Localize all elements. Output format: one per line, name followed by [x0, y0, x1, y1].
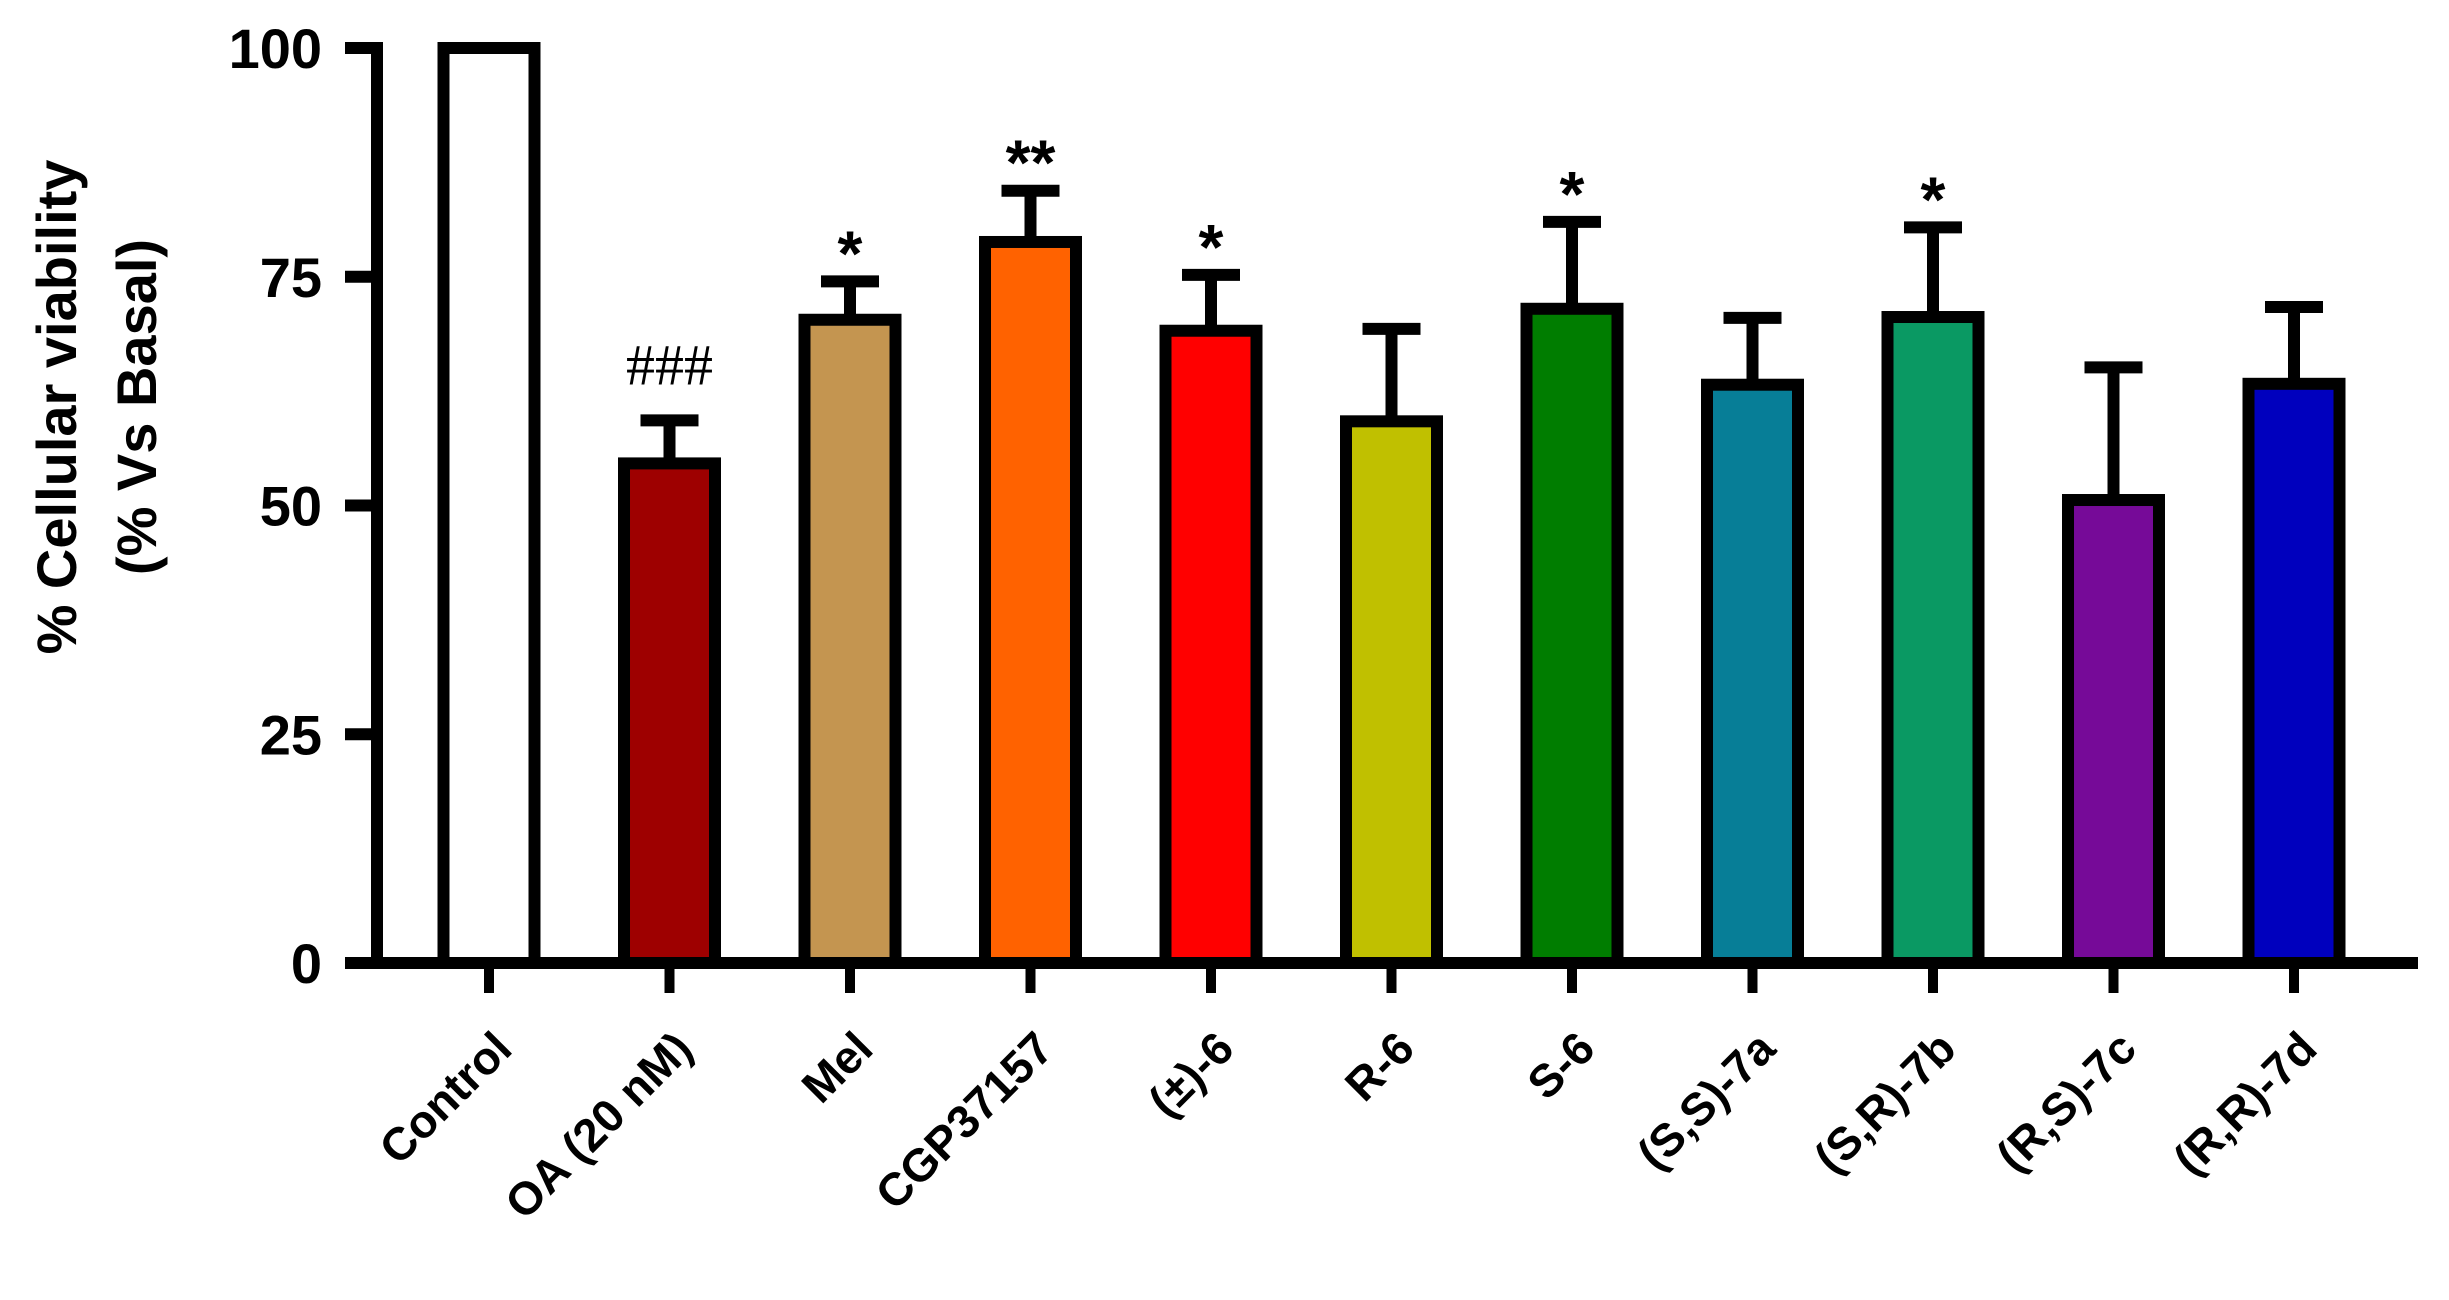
bar-1: ### — [618, 332, 721, 969]
bar-6: * — [1520, 158, 1624, 969]
y-tick-label: 0 — [291, 932, 322, 995]
y-axis-title: % Cellular viability (% Vs Basal) — [25, 160, 168, 655]
x-category-label: S-6 — [1517, 1022, 1604, 1109]
significance-star-marker: ** — [1006, 127, 1056, 199]
bar-rect — [1701, 378, 1804, 970]
bar-rect — [618, 457, 721, 969]
bar-rect — [2242, 377, 2346, 969]
bar-5 — [1340, 322, 1443, 969]
bar-8: * — [1881, 163, 1985, 969]
bar-rect — [1340, 415, 1443, 969]
bar-2: * — [798, 217, 902, 969]
y-axis-title-line-1: % Cellular viability — [25, 160, 88, 655]
significance-star-marker: * — [1921, 163, 1946, 235]
y-tick-label: 25 — [260, 703, 322, 766]
bar-7 — [1701, 311, 1804, 970]
x-category-label: (±)-6 — [1138, 1022, 1243, 1127]
bar-rect — [1881, 311, 1985, 969]
x-category-label: (R,R)-7d — [2163, 1022, 2326, 1185]
bar-rect — [437, 42, 541, 969]
significance-star-marker: * — [838, 217, 863, 289]
x-category-label: (S,S)-7a — [1627, 1021, 1785, 1179]
bars-group: ###***** * — [437, 42, 2346, 970]
bar-rect — [1159, 324, 1263, 969]
bar-10 — [2242, 300, 2346, 969]
bar-rect — [2062, 494, 2165, 969]
bar-rect — [1520, 302, 1624, 969]
bar-rect — [798, 313, 902, 969]
y-axis-title-line-2: (% Vs Basal) — [105, 239, 168, 575]
y-tick-label: 50 — [260, 475, 322, 538]
x-category-label: Control — [369, 1022, 521, 1174]
bar-0 — [437, 42, 541, 969]
x-category-label: R-6 — [1335, 1022, 1424, 1111]
y-tick-label: 100 — [229, 17, 322, 80]
bar-4: * — [1159, 211, 1263, 969]
x-category-label: (S,R)-7b — [1804, 1022, 1965, 1183]
bar-9 — [2062, 361, 2165, 969]
x-category-label: Mel — [791, 1022, 882, 1113]
y-tick-label: 75 — [260, 246, 322, 309]
significance-star-marker: * — [1199, 211, 1224, 283]
x-category-label: (R,S)-7c — [1986, 1022, 2146, 1182]
bar-3: ** — [979, 127, 1082, 970]
y-axis: 0 25 50 75 100 — [229, 17, 383, 995]
bar-rect — [979, 235, 1082, 970]
x-category-label: OA (20 nM) — [495, 1022, 702, 1229]
significance-star-marker: * — [1560, 158, 1585, 230]
x-category-label: CGP37157 — [865, 1022, 1063, 1220]
significance-hash-marker: ### — [626, 332, 713, 397]
